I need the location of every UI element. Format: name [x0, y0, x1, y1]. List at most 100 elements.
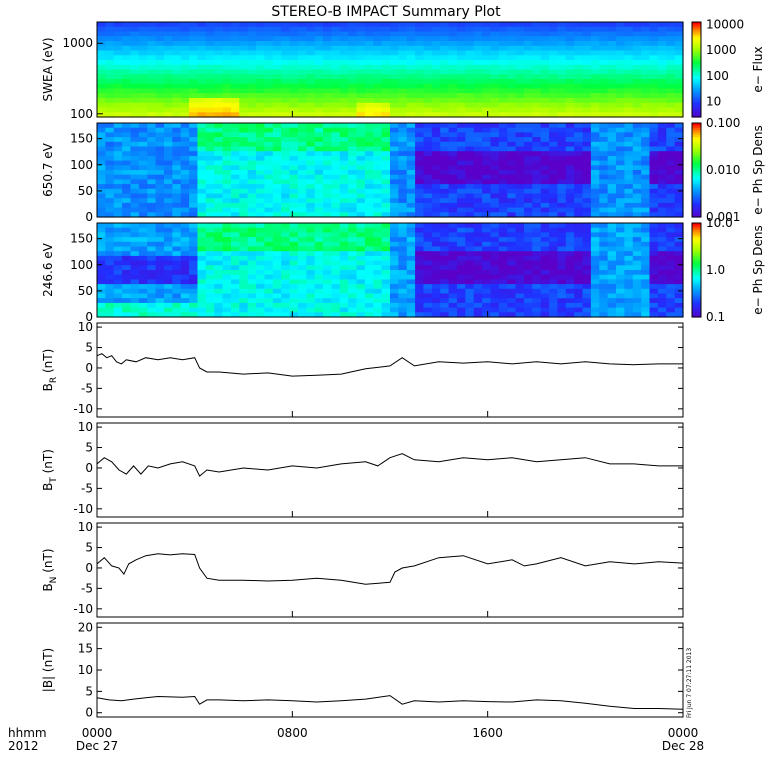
spectrogram-cell [523, 207, 533, 213]
spectrogram-cell [323, 151, 332, 157]
spectrogram-cell [264, 274, 274, 280]
spectrogram-cell [147, 60, 157, 66]
colorbar-cell [692, 255, 701, 259]
spectrogram-cell [256, 198, 266, 204]
spectrogram-cell [348, 288, 358, 295]
spectrogram-cell [440, 293, 450, 299]
spectrogram-cell [607, 312, 617, 318]
spectrogram-cell [657, 241, 667, 248]
spectrogram-cell [297, 74, 307, 80]
spectrogram-cell [339, 165, 349, 171]
spectrogram-cell [364, 170, 374, 176]
spectrogram-cell [138, 241, 148, 248]
spectrogram-cell [473, 274, 483, 280]
spectrogram-cell [339, 74, 349, 80]
spectrogram-cell [498, 88, 508, 94]
spectrogram-cell [456, 102, 466, 109]
spectrogram-cell [331, 237, 341, 243]
spectrogram-cell [590, 123, 600, 129]
spectrogram-cell [574, 102, 584, 109]
spectrogram-cell [624, 146, 634, 152]
spectrogram-cell [507, 274, 517, 280]
spectrogram-cell [339, 55, 349, 61]
spectrogram-cell [272, 284, 282, 290]
spectrogram-cell [364, 50, 374, 56]
spectrogram-cell [105, 270, 115, 276]
spectrogram-cell [490, 69, 500, 75]
spectrogram-cell [281, 284, 291, 290]
spectrogram-cell [406, 83, 416, 90]
spectrogram-cell [180, 60, 190, 66]
spectrogram-cell [197, 232, 207, 238]
spectrogram-cell [624, 232, 634, 238]
spectrogram-cell [364, 274, 374, 280]
spectrogram-cell [163, 93, 173, 99]
spectrogram-cell [490, 107, 500, 113]
spectrogram-cell [616, 22, 625, 28]
spectrogram-cell [624, 45, 634, 52]
spectrogram-cell [498, 265, 508, 271]
spectrogram-cell [456, 307, 466, 313]
spectrogram-cell [565, 60, 575, 66]
spectrogram-cell [523, 284, 533, 290]
spectrogram-cell [339, 132, 349, 138]
spectrogram-cell [247, 102, 257, 109]
spectrogram-cell [239, 93, 249, 99]
spectrogram-cell [97, 207, 106, 213]
spectrogram-cell [272, 127, 282, 133]
spectrogram-cell [666, 132, 676, 138]
spectrogram-cell [205, 255, 215, 262]
spectrogram-cell [339, 246, 349, 252]
spectrogram-cell [373, 284, 383, 290]
spectrogram-cell [172, 151, 182, 157]
spectrogram-cell [348, 69, 358, 75]
spectrogram-cell [230, 26, 240, 33]
spectrogram-cell [473, 251, 483, 257]
spectrogram-cell [113, 112, 123, 118]
spectrogram-cell [440, 31, 450, 37]
spectrogram-cell [147, 88, 157, 94]
spectrogram-cell [381, 312, 391, 318]
spectrogram-cell [138, 137, 148, 143]
spectrogram-cell [540, 227, 550, 233]
spectrogram-cell [222, 26, 232, 33]
spectrogram-cell [398, 227, 408, 233]
spectrogram-cell [490, 22, 500, 28]
spectrogram-cell [540, 293, 550, 299]
spectrogram-cell [540, 151, 550, 157]
spectrogram-cell [239, 127, 249, 133]
spectrogram-cell [657, 184, 667, 190]
spectrogram-cell [398, 50, 408, 56]
spectrogram-cell [456, 312, 466, 318]
spectrogram-cell [624, 198, 634, 204]
spectrogram-cell [507, 237, 517, 243]
spectrogram-cell [272, 227, 282, 233]
spectrogram-cell [381, 137, 391, 143]
spectrogram-cell [674, 165, 684, 171]
spectrogram-cell [272, 83, 282, 90]
spectrogram-cell [281, 198, 291, 204]
spectrogram-cell [423, 151, 433, 157]
spectrogram-cell [465, 279, 475, 285]
spectrogram-cell [641, 251, 651, 257]
spectrogram-cell [373, 279, 383, 285]
spectrogram-cell [406, 227, 416, 233]
spectrogram-cell [331, 212, 341, 218]
spectrogram-cell [440, 26, 450, 33]
spectrogram-cell [381, 284, 391, 290]
spectrogram-cell [130, 55, 140, 61]
spectrogram-cell [155, 241, 165, 248]
spectrogram-cell [222, 237, 232, 243]
spectrogram-cell [189, 255, 199, 262]
spectrogram-cell [122, 241, 132, 248]
spectrogram-cell [364, 279, 374, 285]
spectrogram-cell [657, 227, 667, 233]
spectrogram-cell [105, 255, 115, 262]
spectrogram-cell [189, 212, 199, 218]
spectrogram-cell [590, 193, 600, 199]
spectrogram-cell [582, 155, 592, 162]
spectrogram-cell [657, 83, 667, 90]
spectrogram-cell [180, 69, 190, 75]
spectrogram-cell [448, 232, 458, 238]
